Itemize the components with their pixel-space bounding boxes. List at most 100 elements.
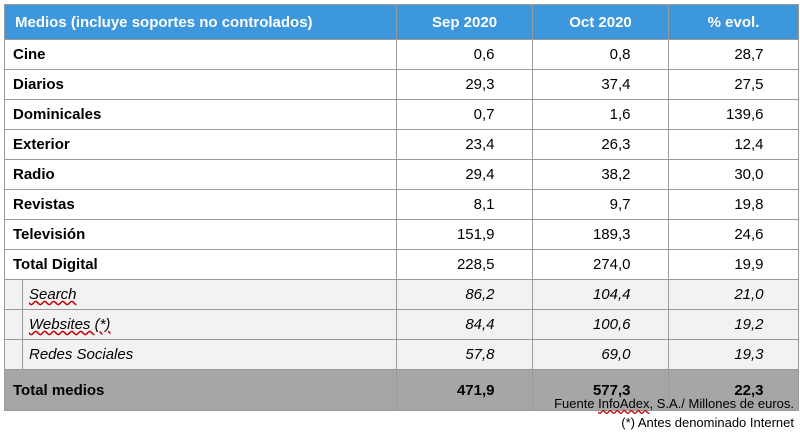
sep-2020-value: 0,6 bbox=[473, 46, 495, 63]
evol-value: 28,7 bbox=[734, 46, 764, 63]
row-label: Revistas bbox=[3, 189, 398, 220]
table-row-revistas: Revistas 8,1 9,7 19,8 bbox=[3, 189, 800, 220]
media-investment-table: Medios (incluye soportes no controlados)… bbox=[3, 4, 800, 411]
row-label: Diarios bbox=[3, 69, 398, 100]
source-infoadex: InfoAdex bbox=[598, 396, 650, 411]
evol-value: 12,4 bbox=[734, 136, 764, 153]
row-label: Total Digital bbox=[3, 249, 398, 280]
table-row-cine: Cine 0,6 0,8 28,7 bbox=[3, 39, 800, 70]
row-label: Dominicales bbox=[3, 99, 398, 130]
table-subrow-websites: Websites (*) 84,4 100,6 19,2 bbox=[4, 309, 800, 340]
sep-2020-value-cell: 151,9 bbox=[396, 219, 534, 250]
oct-2020-value: 189,3 bbox=[592, 226, 631, 243]
header-evol: % evol. bbox=[668, 4, 800, 40]
subrow-indent bbox=[4, 279, 23, 310]
sep-2020-value: 151,9 bbox=[456, 226, 495, 243]
evol-value: 30,0 bbox=[734, 166, 764, 183]
evol-value: 27,5 bbox=[734, 76, 764, 93]
evol-value-cell: 19,3 bbox=[668, 339, 800, 370]
sep-2020-value-cell: 0,7 bbox=[396, 99, 534, 130]
oct-2020-value: 1,6 bbox=[609, 106, 631, 123]
evol-value: 19,2 bbox=[734, 316, 764, 333]
sep-2020-value-cell: 84,4 bbox=[396, 309, 534, 340]
sep-2020-value-cell: 57,8 bbox=[396, 339, 534, 370]
row-label: Radio bbox=[3, 159, 398, 190]
oct-2020-value-cell: 26,3 bbox=[532, 129, 670, 160]
sep-2020-value: 23,4 bbox=[465, 136, 495, 153]
total-evol-value-cell: 22,3 bbox=[668, 369, 800, 411]
oct-2020-value-cell: 274,0 bbox=[532, 249, 670, 280]
evol-value-cell: 12,4 bbox=[668, 129, 800, 160]
sep-2020-value: 57,8 bbox=[465, 346, 495, 363]
footnote-note: (*) Antes denominado Internet bbox=[621, 415, 794, 430]
evol-value: 139,6 bbox=[725, 106, 764, 123]
evol-value-cell: 139,6 bbox=[668, 99, 800, 130]
sep-2020-value: 8,1 bbox=[473, 196, 495, 213]
oct-2020-value-cell: 69,0 bbox=[532, 339, 670, 370]
oct-2020-value: 9,7 bbox=[609, 196, 631, 213]
evol-value-cell: 28,7 bbox=[668, 39, 800, 70]
total-oct-2020-value: 577,3 bbox=[592, 381, 631, 399]
subrow-label-cell: Redes Sociales bbox=[21, 339, 398, 370]
total-label: Total medios bbox=[3, 369, 398, 411]
oct-2020-value: 38,2 bbox=[601, 166, 631, 183]
total-evol-value: 22,3 bbox=[734, 381, 764, 399]
oct-2020-value-cell: 104,4 bbox=[532, 279, 670, 310]
oct-2020-value: 274,0 bbox=[592, 256, 631, 273]
oct-2020-value: 69,0 bbox=[601, 346, 631, 363]
sep-2020-value-cell: 23,4 bbox=[396, 129, 534, 160]
oct-2020-value: 100,6 bbox=[592, 316, 631, 333]
table-notes: Fuente InfoAdex, S.A./ Millones de euros… bbox=[554, 394, 794, 432]
sep-2020-value-cell: 86,2 bbox=[396, 279, 534, 310]
evol-value: 24,6 bbox=[734, 226, 764, 243]
oct-2020-value-cell: 189,3 bbox=[532, 219, 670, 250]
evol-value-cell: 19,9 bbox=[668, 249, 800, 280]
table-row-dominicales: Dominicales 0,7 1,6 139,6 bbox=[3, 99, 800, 130]
oct-2020-value-cell: 37,4 bbox=[532, 69, 670, 100]
total-sep-2020-value-cell: 471,9 bbox=[396, 369, 534, 411]
table-subrow-search: Search 86,2 104,4 21,0 bbox=[4, 279, 800, 310]
evol-value-cell: 19,2 bbox=[668, 309, 800, 340]
sep-2020-value-cell: 29,3 bbox=[396, 69, 534, 100]
table-row-exterior: Exterior 23,4 26,3 12,4 bbox=[3, 129, 800, 160]
total-sep-2020-value: 471,9 bbox=[456, 381, 495, 399]
source-note: Fuente InfoAdex, S.A./ Millones de euros… bbox=[554, 396, 794, 411]
oct-2020-value-cell: 100,6 bbox=[532, 309, 670, 340]
table-subrow-redes-sociales: Redes Sociales 57,8 69,0 19,3 bbox=[4, 339, 800, 370]
evol-value-cell: 27,5 bbox=[668, 69, 800, 100]
sep-2020-value: 86,2 bbox=[465, 286, 495, 303]
subrow-indent bbox=[4, 339, 23, 370]
total-oct-2020-value-cell: 577,3 bbox=[532, 369, 670, 411]
header-oct-2020: Oct 2020 bbox=[532, 4, 670, 40]
subrow-label-cell: Websites (*) bbox=[21, 309, 398, 340]
evol-value: 19,9 bbox=[734, 256, 764, 273]
row-label: Exterior bbox=[3, 129, 398, 160]
header-sep-2020: Sep 2020 bbox=[396, 4, 534, 40]
oct-2020-value-cell: 38,2 bbox=[532, 159, 670, 190]
row-label: Televisión bbox=[3, 219, 398, 250]
sep-2020-value: 0,7 bbox=[473, 106, 495, 123]
evol-value-cell: 19,8 bbox=[668, 189, 800, 220]
evol-value: 19,3 bbox=[734, 346, 764, 363]
table-header-row: Medios (incluye soportes no controlados)… bbox=[3, 4, 800, 40]
subrow-label: Websites (*) bbox=[29, 316, 111, 333]
row-label: Cine bbox=[3, 39, 398, 70]
table-row-television: Televisión 151,9 189,3 24,6 bbox=[3, 219, 800, 250]
evol-value-cell: 30,0 bbox=[668, 159, 800, 190]
sep-2020-value: 29,4 bbox=[465, 166, 495, 183]
header-medios: Medios (incluye soportes no controlados) bbox=[3, 4, 398, 40]
oct-2020-value: 26,3 bbox=[601, 136, 631, 153]
table-row-diarios: Diarios 29,3 37,4 27,5 bbox=[3, 69, 800, 100]
sep-2020-value-cell: 8,1 bbox=[396, 189, 534, 220]
sep-2020-value-cell: 228,5 bbox=[396, 249, 534, 280]
oct-2020-value: 37,4 bbox=[601, 76, 631, 93]
sep-2020-value-cell: 29,4 bbox=[396, 159, 534, 190]
table-row-total-medios: Total medios 471,9 577,3 22,3 bbox=[3, 369, 800, 411]
oct-2020-value-cell: 1,6 bbox=[532, 99, 670, 130]
evol-value: 21,0 bbox=[734, 286, 764, 303]
evol-value: 19,8 bbox=[734, 196, 764, 213]
sep-2020-value-cell: 0,6 bbox=[396, 39, 534, 70]
table-row-radio: Radio 29,4 38,2 30,0 bbox=[3, 159, 800, 190]
oct-2020-value-cell: 9,7 bbox=[532, 189, 670, 220]
subrow-indent bbox=[4, 309, 23, 340]
